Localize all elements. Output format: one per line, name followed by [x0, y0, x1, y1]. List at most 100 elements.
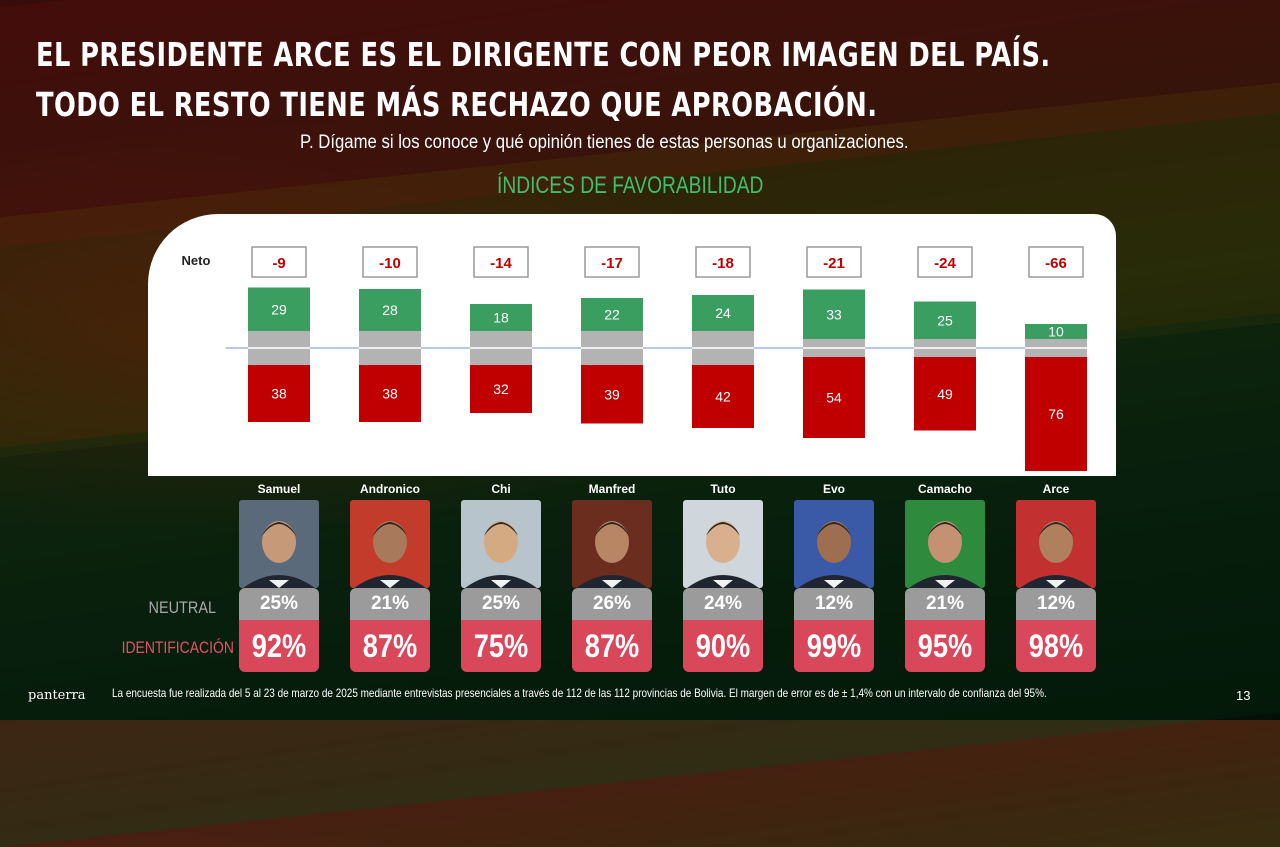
portrait-graphic: [905, 500, 985, 588]
positive-label: 10: [1048, 324, 1064, 340]
person-name: Andronico: [360, 482, 420, 496]
portrait-graphic: [350, 500, 430, 588]
identification-label: IDENTIFICACIÓN: [121, 638, 234, 657]
neutral-value: 12%: [794, 588, 874, 620]
negative-bar: [1025, 357, 1087, 471]
negative-bar: [581, 365, 643, 424]
portrait-graphic: [461, 500, 541, 588]
portrait-icon: [905, 500, 985, 588]
neto-value: -24: [934, 255, 956, 272]
neto-box: [584, 246, 640, 278]
positive-bar: [692, 295, 754, 331]
negative-label: 49: [937, 386, 953, 402]
negative-label: 38: [271, 386, 287, 402]
identification-text: 87%: [584, 628, 640, 664]
title-line-2: TODO EL RESTO TIENE MÁS RECHAZO QUE APRO…: [36, 85, 878, 124]
negative-bar: [914, 357, 976, 431]
person-name: Camacho: [917, 482, 973, 496]
person-name: Manfred: [588, 482, 636, 496]
neutral-value: 21%: [350, 588, 430, 620]
title-line-1: EL PRESIDENTE ARCE ES EL DIRIGENTE CON P…: [36, 35, 1051, 74]
person-name: Tuto: [710, 482, 736, 496]
person-name: Samuel: [257, 482, 301, 496]
chart-subtitle: ÍNDICES DE FAVORABILIDAD: [497, 172, 764, 199]
neto-value: -21: [823, 255, 845, 272]
neutral-value: 21%: [905, 588, 985, 620]
positive-label: 25: [937, 312, 953, 328]
negative-label: 42: [715, 389, 731, 405]
positive-label: 33: [826, 306, 842, 322]
negative-bar: [692, 365, 754, 428]
survey-question: P. Dígame si los conoce y qué opinión ti…: [300, 132, 909, 153]
portrait-graphic: [683, 500, 763, 588]
slide-title: EL PRESIDENTE ARCE ES EL DIRIGENTE CON P…: [36, 30, 1051, 130]
negative-label: 76: [1048, 406, 1064, 422]
brand-logo: panterra: [28, 688, 86, 703]
neutral-value: 26%: [572, 588, 652, 620]
negative-label: 32: [493, 381, 509, 397]
neutral-value: 25%: [461, 588, 541, 620]
positive-label: 28: [382, 302, 398, 318]
identification-text: 99%: [806, 628, 862, 664]
identification-text: 92%: [251, 628, 307, 664]
positive-bar: [470, 304, 532, 331]
portrait-graphic: [239, 500, 319, 588]
portrait-graphic: [1016, 500, 1096, 588]
neto-value: -9: [272, 255, 285, 272]
portrait-icon: [1016, 500, 1096, 588]
neto-box: [917, 246, 973, 278]
identification-text: 87%: [362, 628, 418, 664]
identification-text: 95%: [917, 628, 973, 664]
neto-box: [362, 246, 418, 278]
neto-value: -17: [601, 255, 623, 272]
positive-bar: [803, 289, 865, 339]
favorability-chart: Neto -9 29 38 -10 28 38 -14 18 32 -17 22 39 -18 24 42 -2…: [182, 246, 1087, 471]
identification-value: 90%: [683, 620, 763, 672]
neto-value: -66: [1045, 255, 1067, 272]
portrait-icon: [461, 500, 541, 588]
negative-label: 39: [604, 386, 620, 402]
negative-bar: [359, 365, 421, 422]
positive-label: 22: [604, 307, 620, 323]
negative-label: 54: [826, 390, 842, 406]
identification-text: 98%: [1028, 628, 1084, 664]
portrait-icon: [794, 500, 874, 588]
neto-box: [1028, 246, 1084, 278]
positive-bar: [581, 298, 643, 331]
portrait-graphic: [794, 500, 874, 588]
portrait-icon: [572, 500, 652, 588]
neto-box: [473, 246, 529, 278]
neto-label: Neto: [182, 253, 211, 268]
neutral-value: 24%: [683, 588, 763, 620]
negative-bar: [470, 365, 532, 413]
identification-value: 87%: [350, 620, 430, 672]
person-name: Arce: [1042, 482, 1070, 496]
identification-value: 92%: [239, 620, 319, 672]
neutral-value: 25%: [239, 588, 319, 620]
portrait-icon: [239, 500, 319, 588]
positive-label: 24: [715, 305, 731, 321]
neto-box: [251, 246, 307, 278]
neto-box: [695, 246, 751, 278]
positive-label: 18: [493, 310, 509, 326]
negative-bar: [248, 365, 310, 422]
identification-text: 75%: [473, 628, 529, 664]
identification-value: 75%: [461, 620, 541, 672]
chart-panel: Neto -9 29 38 -10 28 38 -14 18 32 -17 22 39 -18 24 42 -2…: [148, 214, 1116, 476]
identification-text: 90%: [695, 628, 751, 664]
neto-box: [806, 246, 862, 278]
identification-value: 95%: [905, 620, 985, 672]
neto-value: -18: [712, 255, 734, 272]
neutral-label: NEUTRAL: [148, 598, 216, 617]
page-number: 13: [1236, 688, 1251, 703]
identification-value: 99%: [794, 620, 874, 672]
positive-bar: [914, 301, 976, 339]
identification-value: 87%: [572, 620, 652, 672]
person-name: Evo: [822, 482, 845, 496]
neto-value: -10: [379, 255, 401, 272]
person-name: Chi: [491, 482, 511, 496]
negative-label: 38: [382, 386, 398, 402]
footnote: La encuesta fue realizada del 5 al 23 de…: [112, 686, 1047, 700]
positive-bar: [1025, 324, 1087, 339]
positive-bar: [248, 287, 310, 331]
